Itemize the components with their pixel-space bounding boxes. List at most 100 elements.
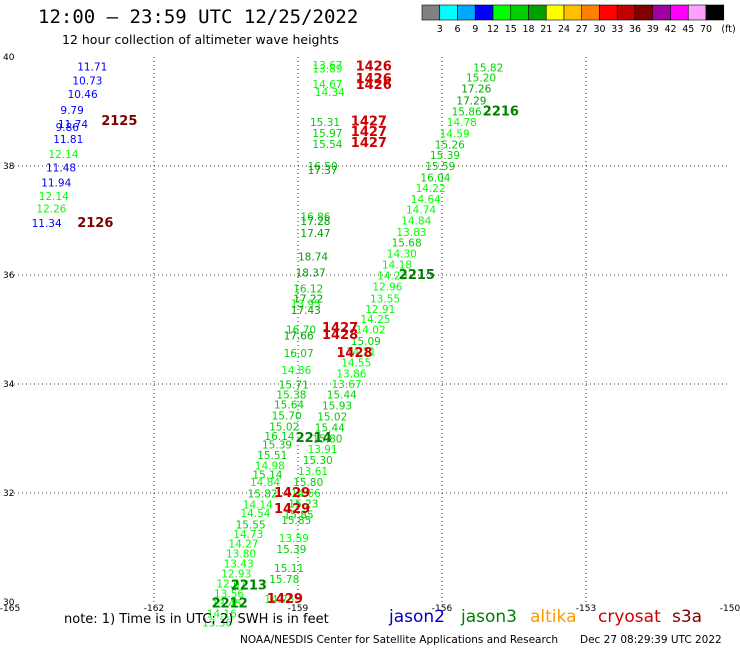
data-point: 14.34 — [315, 87, 345, 99]
data-point: 15.54 — [312, 139, 342, 151]
data-point: 17.43 — [291, 305, 321, 317]
data-point: 11.48 — [46, 162, 76, 174]
data-point: 12.67 — [216, 578, 246, 590]
data-point: 11.71 — [77, 62, 107, 74]
data-point: 14.14 — [243, 499, 273, 511]
data-point: 15.71 — [279, 379, 309, 391]
colorbar-label: 15 — [505, 24, 517, 35]
data-point: 12.14 — [39, 191, 69, 203]
time-label: 1429 — [274, 502, 310, 517]
data-point: 14.66 — [291, 488, 321, 500]
data-point: 14.55 — [341, 358, 371, 370]
colorbar-label: 18 — [522, 24, 534, 35]
time-label: 2125 — [101, 114, 137, 129]
colorbar-swatch — [705, 4, 725, 21]
colorbar-label: 9 — [472, 24, 478, 35]
data-point: 17.37 — [308, 165, 338, 177]
data-point: 15.55 — [236, 519, 266, 531]
time-label: 2213 — [231, 578, 267, 593]
data-point: 14.23 — [377, 270, 407, 282]
data-point: 15.26 — [435, 140, 465, 152]
time-label: 2126 — [77, 216, 113, 231]
data-point: 14.64 — [411, 194, 441, 206]
data-point: 17.22 — [293, 293, 323, 305]
y-tick-label: 40 — [3, 53, 15, 63]
legend-cryosat: cryosat — [598, 607, 661, 627]
data-point: 15.39 — [276, 544, 306, 556]
data-point: 16.14 — [264, 431, 294, 443]
color-scale-legend: 3 6 9 12 15 18 21 24 27 30 33 36 39 42 45 70 (ft) — [421, 4, 736, 35]
data-point: 15.23 — [288, 499, 318, 511]
data-point: 15.11 — [274, 563, 304, 575]
data-point: 15.80 — [293, 477, 323, 489]
data-point: 13.61 — [298, 466, 328, 478]
colorbar-label: 42 — [664, 24, 676, 35]
data-point: 14.84 — [401, 215, 431, 227]
colorbar-label: 3 — [437, 24, 443, 35]
data-point: 15.70 — [272, 410, 302, 422]
time-label: 1428 — [336, 346, 372, 361]
data-point: 13.67 — [312, 60, 342, 72]
data-point: 15.14 — [252, 469, 282, 481]
data-point: 12.14 — [48, 149, 78, 161]
data-point: 15.44 — [327, 390, 357, 402]
x-tick-label: -165 — [0, 604, 20, 614]
data-point: 16.12 — [293, 283, 323, 295]
data-point: 10.46 — [68, 89, 98, 101]
colorbar-label: 33 — [611, 24, 623, 35]
data-point: 13.56 — [214, 589, 244, 601]
data-point: 15.20 — [466, 73, 496, 85]
data-point: 14.16 — [207, 608, 237, 620]
time-label: 1427 — [322, 321, 358, 336]
data-point: 14.18 — [382, 259, 412, 271]
data-point: 14.67 — [312, 79, 342, 91]
data-point: 15.85 — [284, 510, 314, 522]
time-label: 2214 — [296, 431, 332, 446]
data-point: 15.02 — [269, 421, 299, 433]
colorbar-label: 12 — [487, 24, 499, 35]
data-point: 16.70 — [286, 324, 316, 336]
data-point: 14.73 — [233, 529, 263, 541]
data-point: 14.22 — [416, 183, 446, 195]
data-point: 11.81 — [53, 134, 83, 146]
data-point: 14.27 — [228, 539, 258, 551]
data-point: 15.39 — [430, 150, 460, 162]
time-label: 1427 — [351, 136, 387, 151]
data-point: 15.09 — [351, 336, 381, 348]
colorbar-unit: (ft) — [721, 24, 735, 35]
data-point: 13.55 — [370, 293, 400, 305]
data-point: 17.26 — [461, 83, 491, 95]
x-tick-label: -162 — [144, 604, 164, 614]
data-point: 14.30 — [387, 249, 417, 261]
time-label: 1428 — [322, 328, 358, 343]
data-point: 15.31 — [310, 117, 340, 129]
data-point: 15.44 — [315, 422, 345, 434]
data-point: 13.83 — [396, 227, 426, 239]
y-tick-label: 38 — [3, 162, 15, 172]
footer-note: note: 1) Time is in UTC; 2) SWH is in fe… — [64, 612, 329, 627]
data-point: 18.37 — [296, 268, 326, 280]
data-point: 15.02 — [317, 412, 347, 424]
data-point: 12.93 — [221, 568, 251, 580]
data-point: 11.94 — [41, 178, 71, 190]
data-point: 15.93 — [322, 401, 352, 413]
colorbar-label: 36 — [629, 24, 641, 35]
data-point: 14.86 — [281, 365, 311, 377]
data-point: 13.59 — [279, 533, 309, 545]
data-point: 9.79 — [60, 105, 83, 117]
data-point: 15.30 — [303, 455, 333, 467]
time-label: 1427 — [351, 115, 387, 130]
y-tick-label: 32 — [3, 489, 14, 499]
time-label: 1429 — [274, 486, 310, 501]
data-point: 13.36 — [202, 618, 232, 630]
data-point: 13.95 — [291, 299, 321, 311]
data-point: 14.02 — [356, 324, 386, 336]
time-label: 2216 — [483, 104, 519, 119]
data-point: 13.45 — [212, 598, 242, 610]
data-point: 15.39 — [262, 439, 292, 451]
data-point: 18.74 — [298, 251, 328, 263]
time-label: 1426 — [356, 72, 392, 87]
legend-jason2: jason2 — [389, 607, 445, 627]
